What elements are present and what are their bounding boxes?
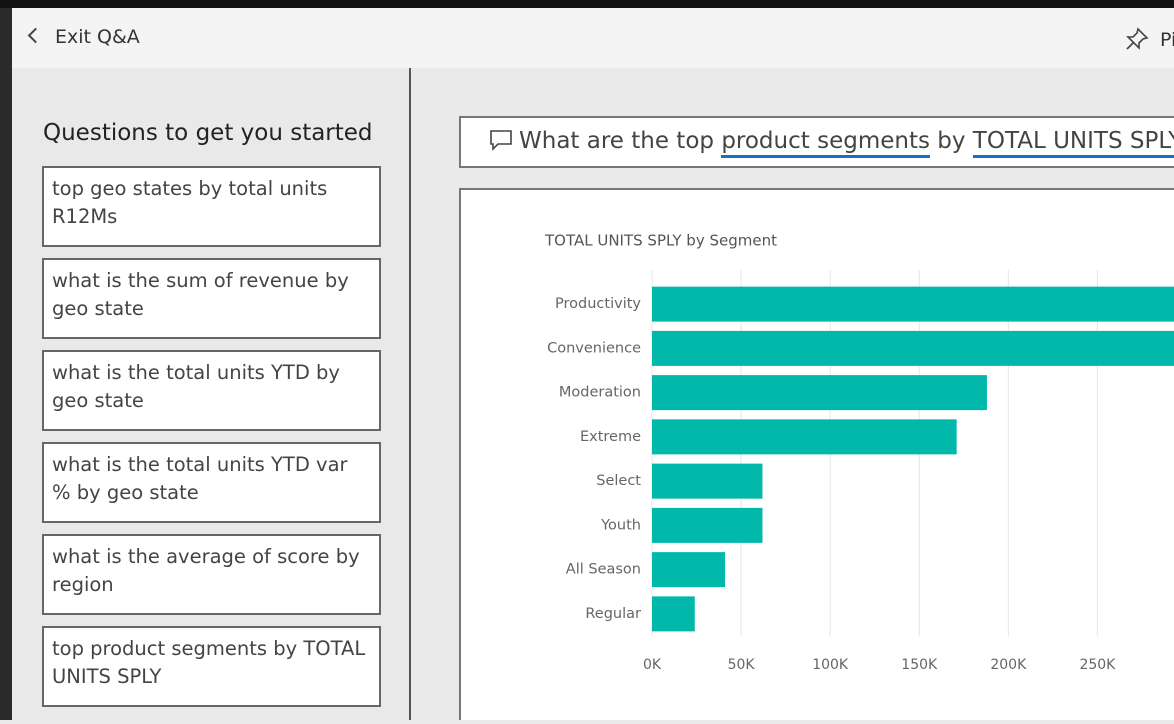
exit-label: Exit Q&A bbox=[55, 26, 140, 48]
y-tick-label: All Season bbox=[566, 562, 641, 578]
pin-icon bbox=[1126, 27, 1149, 50]
bar bbox=[652, 463, 763, 499]
top-strip bbox=[0, 0, 1174, 8]
question-suggestion[interactable]: what is the average of score by region bbox=[42, 534, 381, 615]
bar bbox=[652, 286, 1174, 322]
y-tick-label: Regular bbox=[585, 606, 641, 622]
question-suggestion[interactable]: top product segments by TOTAL UNITS SPLY bbox=[42, 626, 381, 707]
question-text: What are the top bbox=[519, 128, 714, 154]
bar bbox=[652, 375, 987, 411]
question-suggestion[interactable]: what is the sum of revenue by geo state bbox=[42, 258, 381, 339]
sidebar: Questions to get you started top geo sta… bbox=[12, 68, 411, 720]
chart: TOTAL UNITS SPLY by Segment 0K 50K 100K 150… bbox=[544, 232, 1174, 673]
question-term[interactable]: product segments bbox=[721, 128, 930, 158]
bar bbox=[652, 596, 695, 632]
y-tick-label: Moderation bbox=[559, 385, 641, 401]
y-tick-label: Convenience bbox=[547, 340, 641, 356]
header: Exit Q&A Pin bbox=[12, 8, 1174, 68]
y-tick-label: Youth bbox=[600, 517, 641, 533]
question-suggestion[interactable]: top geo states by total units R12Ms bbox=[42, 166, 381, 247]
question-term[interactable]: TOTAL UNITS SPLY bbox=[972, 128, 1174, 158]
x-tick-label: 200K bbox=[990, 657, 1027, 673]
question-suggestion[interactable]: what is the total units YTD by geo state bbox=[42, 350, 381, 431]
bar bbox=[652, 507, 763, 543]
y-tick-label: Select bbox=[596, 473, 641, 489]
y-tick-label: Productivity bbox=[555, 296, 641, 312]
x-tick-label: 150K bbox=[901, 657, 938, 673]
pin-button[interactable]: Pin bbox=[1124, 26, 1174, 52]
x-tick-label: 100K bbox=[812, 657, 849, 673]
x-tick-label: 0K bbox=[643, 657, 662, 673]
plot-area bbox=[651, 270, 1174, 636]
pin-label: Pin bbox=[1160, 29, 1174, 51]
bar bbox=[652, 419, 957, 455]
bar bbox=[652, 330, 1174, 366]
chat-icon bbox=[490, 130, 512, 151]
bar bbox=[652, 552, 726, 588]
question-input[interactable]: What are the top product segments by TOT… bbox=[459, 116, 1174, 168]
sidebar-title: Questions to get you started bbox=[43, 120, 373, 146]
question-text: by bbox=[937, 128, 966, 154]
x-tick-label: 250K bbox=[1079, 657, 1116, 673]
y-tick-label: Extreme bbox=[580, 429, 641, 445]
left-edge bbox=[0, 8, 12, 720]
exit-button[interactable]: Exit Q&A bbox=[27, 26, 140, 48]
chart-title: TOTAL UNITS SPLY by Segment bbox=[544, 232, 777, 250]
x-tick-label: 50K bbox=[728, 657, 756, 673]
question-suggestion[interactable]: what is the total units YTD var % by geo… bbox=[42, 442, 381, 523]
chart-card: TOTAL UNITS SPLY by Segment 0K 50K 100K 150… bbox=[459, 188, 1174, 720]
